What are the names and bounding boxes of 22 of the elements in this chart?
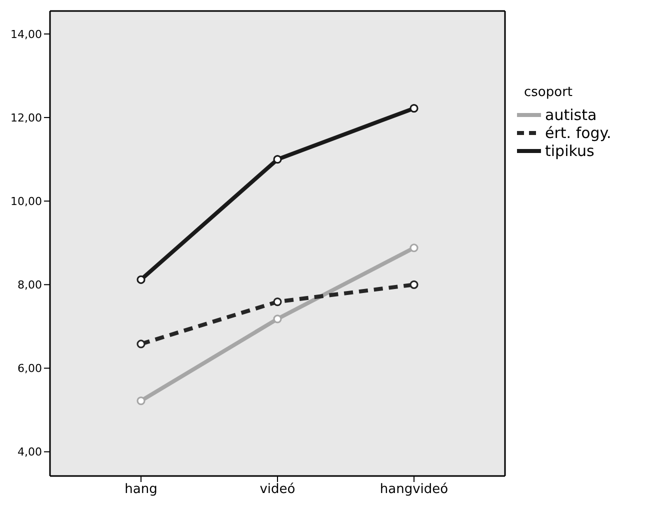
x-tick-label: hang xyxy=(124,482,158,498)
point xyxy=(136,340,146,348)
y-tick-label: 8,00 xyxy=(18,278,42,292)
legend-label: ért. fogy. xyxy=(545,124,612,142)
point xyxy=(410,104,418,113)
point xyxy=(410,280,418,289)
legend-title: csoport xyxy=(524,85,574,100)
legend-label: tipikus xyxy=(545,142,594,160)
y-tick-label: 14,00 xyxy=(10,28,42,41)
point xyxy=(136,275,146,284)
point xyxy=(273,297,282,306)
point xyxy=(273,155,282,164)
y-tick-label: 6,00 xyxy=(18,362,42,376)
x-tick-label: hangvideó xyxy=(380,482,448,498)
y-tick-label: 10,00 xyxy=(10,195,42,208)
point xyxy=(410,244,418,252)
point xyxy=(273,314,282,324)
x-tick-label: videó xyxy=(260,482,296,498)
y-tick-label: 4,00 xyxy=(18,446,42,459)
point xyxy=(136,396,146,406)
y-tick-label: 12,00 xyxy=(10,111,42,124)
legend-label: autista xyxy=(545,106,597,124)
